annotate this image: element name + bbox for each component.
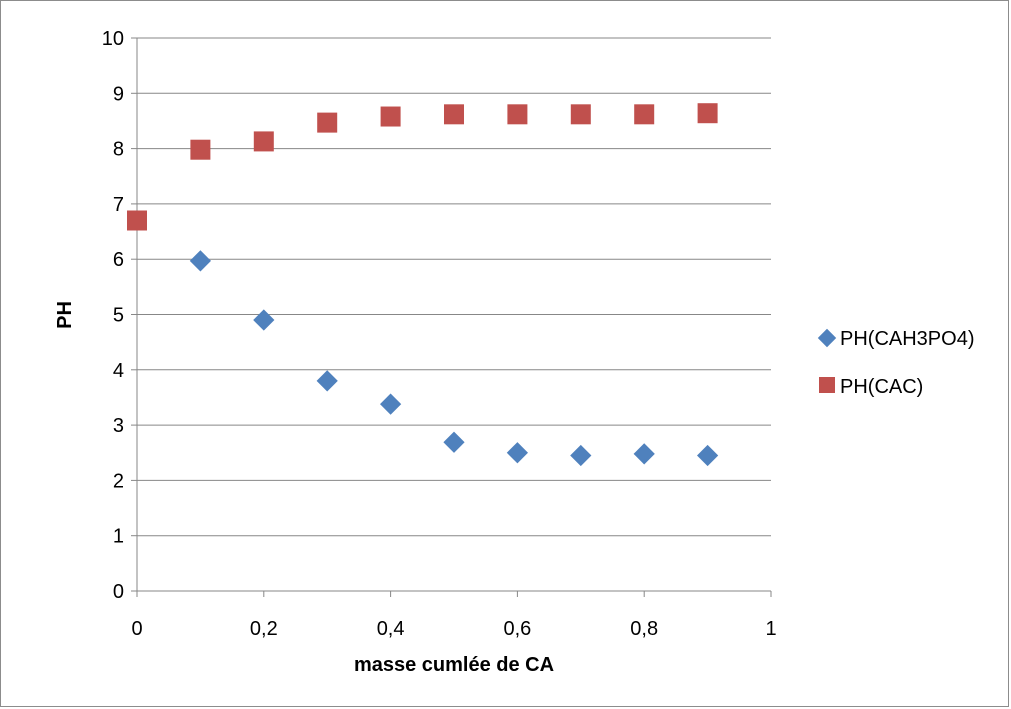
legend-item-ph-cac: PH(CAC) [819, 376, 923, 398]
data-point-diamond [443, 431, 465, 453]
data-point-square [127, 210, 147, 231]
legend-marker-diamond [817, 328, 837, 348]
grid-layer [137, 37, 771, 537]
y-tick-label: 0 [113, 581, 124, 603]
data-point-diamond [316, 370, 338, 392]
y-tick-label: 10 [102, 28, 124, 50]
x-tick-label: 0,8 [630, 618, 658, 640]
data-point-diamond [379, 393, 402, 415]
data-point-square [444, 104, 464, 125]
legend-label-ph-cac: PH(CAC) [840, 376, 923, 398]
y-tick-label: 7 [113, 194, 124, 216]
x-tick-label: 0,2 [250, 618, 278, 640]
y-tick-label: 8 [113, 139, 124, 161]
data-point-diamond [506, 442, 529, 464]
legend-marker-square [819, 377, 835, 393]
data-point-square [190, 139, 211, 160]
y-tick-label: 9 [113, 83, 124, 105]
y-tick-label: 3 [113, 415, 124, 437]
data-point-diamond [570, 444, 592, 467]
y-tick-labels: 0 1 2 3 4 5 6 7 8 9 10 [102, 28, 124, 603]
x-axis-title: masse cumlée de CA [354, 654, 554, 676]
y-axis-title: PH [54, 301, 76, 329]
data-point-square [507, 104, 528, 125]
x-tick-label: 0,4 [377, 618, 405, 640]
y-tick-label: 2 [113, 470, 124, 492]
x-tick-label: 0 [131, 618, 142, 640]
data-point-square [570, 104, 591, 125]
y-tick-label: 1 [113, 526, 124, 548]
data-point-square [253, 131, 274, 152]
data-point-diamond [189, 250, 212, 272]
data-marks [127, 103, 719, 467]
data-point-square [380, 106, 401, 127]
x-tick-label: 0,6 [503, 618, 531, 640]
y-tick-label: 5 [113, 305, 124, 327]
legend: PH(CAH3PO4) PH(CAC) [817, 328, 974, 398]
data-point-diamond [696, 444, 719, 467]
data-point-square [634, 104, 655, 125]
x-tick-label: 1 [765, 618, 776, 640]
data-point-square [697, 103, 718, 124]
legend-label-ph-cah3po4: PH(CAH3PO4) [840, 328, 974, 350]
data-point-diamond [633, 443, 655, 465]
data-point-square [317, 112, 338, 133]
legend-item-ph-cah3po4: PH(CAH3PO4) [817, 328, 974, 350]
y-tick-label: 4 [113, 360, 124, 382]
data-point-diamond [253, 309, 275, 331]
series-ph-cah3po4 [189, 250, 719, 467]
y-tick-label: 6 [113, 249, 124, 271]
axis-layer [131, 37, 772, 597]
x-tick-labels: 0 0,2 0,4 0,6 0,8 1 [131, 618, 776, 640]
series-ph-cac [127, 103, 718, 231]
